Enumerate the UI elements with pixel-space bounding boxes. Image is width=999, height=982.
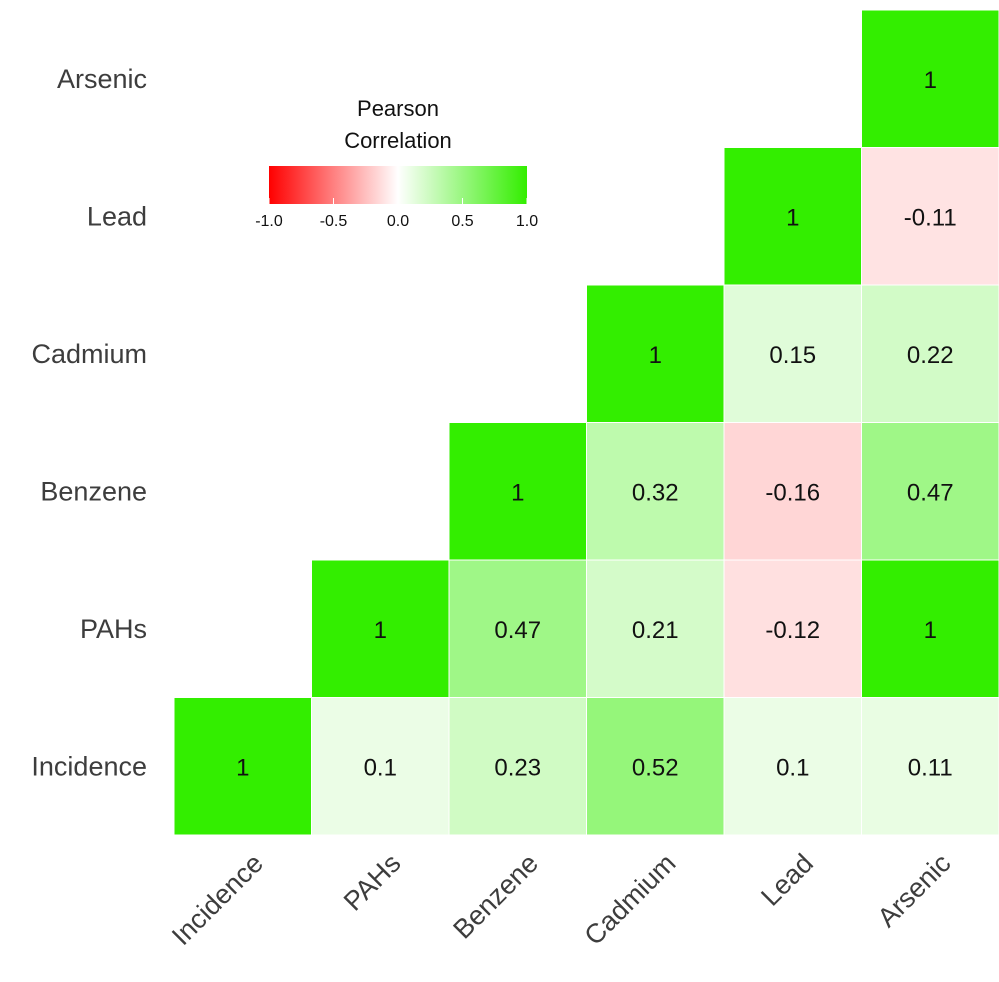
- heatmap-cell-pahs-arsenic: [861, 559, 999, 698]
- cell-value-incidence-cadmium: 0.52: [632, 754, 679, 781]
- x-axis-labels: Incidence PAHs Benzene Cadmium Lead Arsenic: [166, 848, 956, 951]
- legend-tick-label-3: 0.5: [451, 213, 473, 230]
- y-tick-label-cadmium: Cadmium: [31, 339, 147, 369]
- heatmap-cell-incidence-arsenic: [861, 697, 999, 836]
- heatmap-cell-lead-arsenic: [861, 147, 999, 286]
- heatmap-cell-cadmium-cadmium: [586, 284, 725, 423]
- cell-value-pahs-benzene: 0.47: [494, 617, 541, 644]
- x-tick-label-arsenic: Arsenic: [872, 848, 957, 933]
- heatmap-cell-cadmium-arsenic: [861, 284, 999, 423]
- cell-value-incidence-incidence: 1: [236, 754, 249, 781]
- cell-value-cadmium-cadmium: 1: [649, 342, 662, 369]
- heatmap-cell-pahs-benzene: [448, 559, 587, 698]
- cell-value-incidence-arsenic: 0.11: [908, 754, 953, 781]
- legend-ticks: -1.0 -0.5 0.0 0.5 1.0: [255, 198, 538, 230]
- x-tick-label-incidence: Incidence: [166, 848, 269, 951]
- x-tick-label-benzene: Benzene: [447, 848, 544, 945]
- legend-tick-label-0: -1.0: [255, 213, 283, 230]
- y-axis-labels: Incidence PAHs Benzene Cadmium Lead Arsenic: [31, 64, 147, 782]
- legend-title-line-1: Pearson: [357, 96, 439, 121]
- cell-value-benzene-cadmium: 0.32: [632, 479, 679, 506]
- heatmap-cells: [173, 9, 999, 836]
- y-tick-label-benzene: Benzene: [40, 476, 147, 506]
- y-tick-label-incidence: Incidence: [31, 751, 147, 781]
- heatmap-cell-arsenic-arsenic: [861, 9, 999, 148]
- heatmap-cell-benzene-lead: [723, 422, 862, 561]
- cell-value-pahs-lead: -0.12: [765, 617, 820, 644]
- x-tick-label-pahs: PAHs: [338, 848, 407, 917]
- cell-value-benzene-lead: -0.16: [765, 479, 820, 506]
- cell-value-pahs-cadmium: 0.21: [632, 617, 679, 644]
- legend-tick-label-1: -0.5: [320, 213, 348, 230]
- heatmap-cell-incidence-lead: [723, 697, 862, 836]
- legend-title-line-2: Correlation: [344, 128, 452, 153]
- cell-value-lead-arsenic: -0.11: [904, 204, 957, 231]
- heatmap-cell-incidence-cadmium: [586, 697, 725, 836]
- x-tick-label-lead: Lead: [755, 848, 819, 912]
- heatmap-cell-pahs-lead: [723, 559, 862, 698]
- cell-value-incidence-pahs: 0.1: [364, 754, 397, 781]
- heatmap-cell-incidence-pahs: [311, 697, 450, 836]
- cell-value-cadmium-lead: 0.15: [769, 342, 816, 369]
- heatmap-cell-benzene-arsenic: [861, 422, 999, 561]
- x-tick-label-cadmium: Cadmium: [579, 848, 682, 951]
- color-legend: Pearson Correlation -1.0 -0.5 0.0 0.5 1.0: [255, 96, 538, 230]
- heatmap-cell-incidence-incidence: [173, 697, 312, 836]
- cell-value-benzene-arsenic: 0.47: [907, 479, 954, 506]
- cell-value-lead-lead: 1: [786, 204, 799, 231]
- legend-tick-label-4: 1.0: [516, 213, 538, 230]
- heatmap-cell-labels: 1 0.1 0.23 0.52 0.1 0.11 1 0.47 0.21 -0.12 1 1 0.32 -…: [236, 67, 957, 782]
- cell-value-arsenic-arsenic: 1: [924, 67, 937, 94]
- heatmap-cell-benzene-cadmium: [586, 422, 725, 561]
- cell-value-benzene-benzene: 1: [511, 479, 524, 506]
- cell-value-cadmium-arsenic: 0.22: [907, 342, 954, 369]
- cell-value-incidence-lead: 0.1: [776, 754, 809, 781]
- heatmap-cell-pahs-pahs: [311, 559, 450, 698]
- legend-color-bar: [269, 166, 527, 204]
- cell-value-pahs-pahs: 1: [374, 617, 387, 644]
- y-tick-label-arsenic: Arsenic: [57, 64, 147, 94]
- legend-tick-label-2: 0.0: [387, 213, 409, 230]
- heatmap-cell-cadmium-lead: [723, 284, 862, 423]
- heatmap-cell-lead-lead: [723, 147, 862, 286]
- cell-value-incidence-benzene: 0.23: [494, 754, 541, 781]
- cell-value-pahs-arsenic: 1: [924, 617, 937, 644]
- y-tick-label-lead: Lead: [87, 201, 147, 231]
- y-tick-label-pahs: PAHs: [80, 614, 147, 644]
